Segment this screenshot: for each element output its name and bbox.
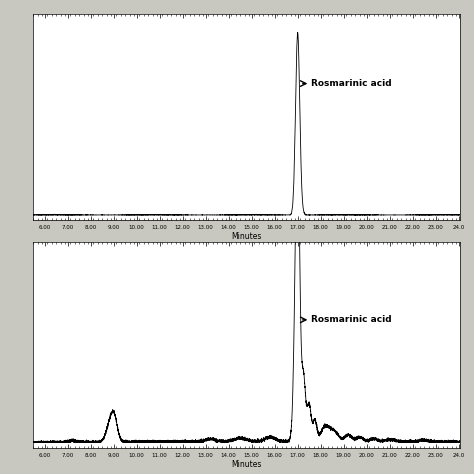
Text: Rosmarinic acid: Rosmarinic acid (311, 315, 392, 324)
X-axis label: Minutes: Minutes (231, 232, 262, 241)
Text: Rosmarinic acid: Rosmarinic acid (311, 79, 392, 88)
X-axis label: Minutes: Minutes (231, 460, 262, 469)
